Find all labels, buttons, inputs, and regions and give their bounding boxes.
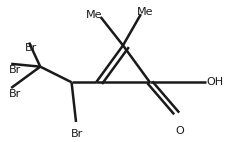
Text: Me: Me xyxy=(137,7,154,17)
Text: OH: OH xyxy=(207,77,224,87)
Text: Br: Br xyxy=(71,129,83,139)
Text: Br: Br xyxy=(9,64,21,75)
Text: Br: Br xyxy=(25,43,37,53)
Text: Br: Br xyxy=(9,89,21,99)
Text: O: O xyxy=(176,126,184,136)
Text: Me: Me xyxy=(86,10,102,20)
